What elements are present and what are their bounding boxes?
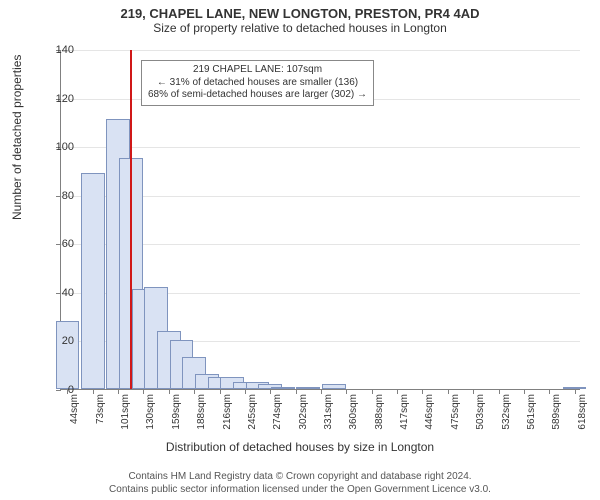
x-tick [296,389,297,394]
y-axis-label: Number of detached properties [10,55,24,220]
y-tick-label: 80 [34,190,74,202]
x-axis-label: Distribution of detached houses by size … [0,440,600,454]
y-tick-label: 20 [34,335,74,347]
histogram-bar [296,387,320,389]
x-tick [397,389,398,394]
x-tick [169,389,170,394]
x-tick [118,389,119,394]
histogram-bar [56,321,80,389]
plot-region: 44sqm73sqm101sqm130sqm159sqm188sqm216sqm… [60,50,580,390]
chart-container: 219, CHAPEL LANE, NEW LONGTON, PRESTON, … [0,0,600,500]
x-tick [93,389,94,394]
x-tick [321,389,322,394]
y-tick-label: 120 [34,93,74,105]
subject-marker-line [130,50,132,389]
histogram-bar [271,387,295,389]
y-tick-label: 0 [34,384,74,396]
x-tick [220,389,221,394]
footer-line-1: Contains HM Land Registry data © Crown c… [0,470,600,483]
annotation-line: ← 31% of detached houses are smaller (13… [148,77,367,90]
x-tick [372,389,373,394]
y-tick-label: 60 [34,238,74,250]
x-tick [194,389,195,394]
footer-attribution: Contains HM Land Registry data © Crown c… [0,470,600,496]
y-tick-label: 100 [34,141,74,153]
y-tick-label: 40 [34,287,74,299]
page-subtitle: Size of property relative to detached ho… [0,21,600,35]
x-tick [448,389,449,394]
gridline [61,147,580,148]
page-title: 219, CHAPEL LANE, NEW LONGTON, PRESTON, … [0,0,600,21]
gridline [61,50,580,51]
footer-line-2: Contains public sector information licen… [0,483,600,496]
x-tick [245,389,246,394]
histogram-bar [322,384,346,389]
annotation-box: 219 CHAPEL LANE: 107sqm← 31% of detached… [141,60,374,106]
y-tick-label: 140 [34,44,74,56]
x-tick [575,389,576,394]
histogram-bar [81,173,105,389]
annotation-line: 68% of semi-detached houses are larger (… [148,89,367,102]
x-tick [524,389,525,394]
annotation-line: 219 CHAPEL LANE: 107sqm [148,64,367,77]
chart-area: 44sqm73sqm101sqm130sqm159sqm188sqm216sqm… [60,50,580,390]
x-tick [499,389,500,394]
